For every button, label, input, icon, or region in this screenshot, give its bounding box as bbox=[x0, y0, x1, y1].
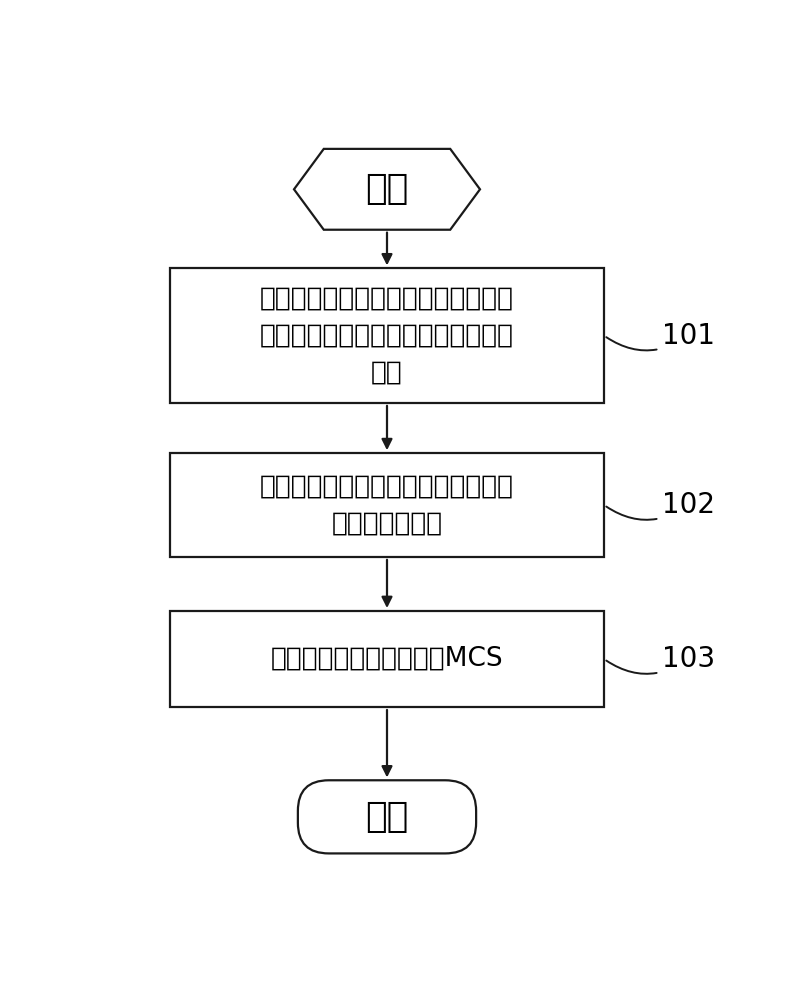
Bar bbox=[170, 611, 604, 707]
Text: 记录过去一段时间内的用户反馈的下
行传输结果，生成用户传输结果记录
列表: 记录过去一段时间内的用户反馈的下 行传输结果，生成用户传输结果记录 列表 bbox=[260, 286, 514, 386]
Bar bbox=[170, 453, 604, 557]
FancyBboxPatch shape bbox=[298, 780, 476, 853]
Text: 102: 102 bbox=[606, 491, 715, 520]
Text: 101: 101 bbox=[606, 322, 715, 350]
Text: 开始: 开始 bbox=[366, 172, 409, 206]
Bar bbox=[170, 268, 604, 403]
Polygon shape bbox=[294, 149, 480, 230]
Text: 根据统计出的误块率调整MCS: 根据统计出的误块率调整MCS bbox=[271, 646, 504, 672]
Text: 结束: 结束 bbox=[366, 800, 409, 834]
Text: 根据用户传输结果记录列表中记录的
内容计算误块率: 根据用户传输结果记录列表中记录的 内容计算误块率 bbox=[260, 474, 514, 536]
Text: 103: 103 bbox=[606, 645, 715, 674]
